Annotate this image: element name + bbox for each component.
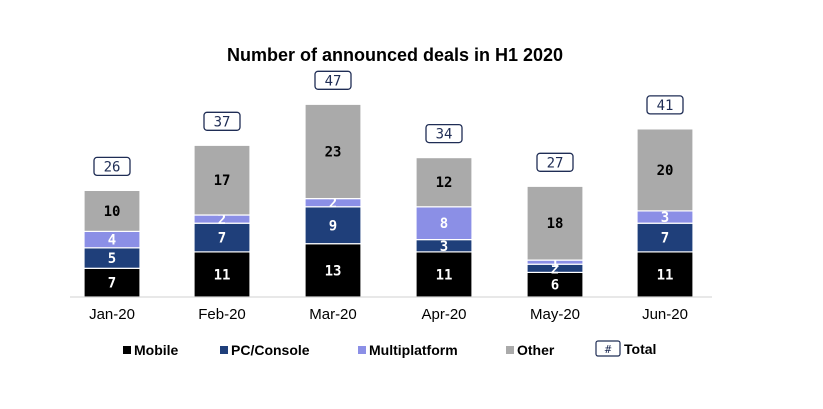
total-label-feb-20: 37 [214, 114, 231, 130]
bar-segment-mobile-feb-20 [193, 251, 251, 298]
legend-label-multiplatform: Multiplatform [369, 342, 458, 358]
bar-segment-mobile-jan-20 [83, 267, 141, 298]
total-label-apr-20: 34 [436, 127, 453, 143]
total-label-mar-20: 47 [325, 73, 342, 89]
data-label-mobile-mar-20: 13 [325, 263, 342, 279]
legend-label-mobile: Mobile [134, 342, 179, 358]
data-label-pc-console-apr-20: 3 [440, 239, 448, 255]
bar-segment-multiplatform-apr-20 [415, 206, 473, 241]
data-label-multiplatform-jun-20: 3 [661, 210, 669, 226]
data-label-other-feb-20: 17 [214, 173, 231, 189]
legend-swatch-mobile [123, 346, 131, 354]
total-label-may-20: 27 [547, 155, 564, 171]
total-box-mar-20 [314, 70, 352, 90]
legend-swatch-multiplatform [358, 346, 366, 354]
legend-total-box [595, 340, 621, 357]
data-label-other-jan-20: 10 [104, 204, 121, 220]
data-label-pc-console-may-20: 2 [551, 261, 559, 277]
data-label-multiplatform-may-20: 1 [551, 255, 559, 271]
data-label-pc-console-jun-20: 7 [661, 231, 669, 247]
total-box-jan-20 [93, 156, 131, 177]
total-label-jan-20: 26 [104, 159, 121, 175]
total-box-apr-20 [425, 123, 463, 144]
data-label-other-jun-20: 20 [657, 163, 674, 179]
data-label-other-may-20: 18 [547, 216, 564, 232]
bar-segment-other-jan-20 [83, 189, 141, 232]
data-label-other-mar-20: 23 [325, 144, 342, 160]
data-label-mobile-may-20: 6 [551, 278, 559, 294]
data-label-multiplatform-mar-20: 2 [329, 196, 337, 212]
total-labels: 26 37 47 34 27 41 [93, 70, 684, 177]
x-tick-label-apr-20: Apr-20 [421, 306, 466, 323]
data-label-multiplatform-apr-20: 8 [440, 216, 448, 232]
legend: Mobile PC/Console Multiplatform Other # Total [123, 340, 656, 358]
chart-title: Number of announced deals in H1 2020 [227, 45, 563, 65]
total-box-jun-20 [646, 95, 684, 115]
total-label-jun-20: 41 [657, 98, 674, 114]
legend-total-symbol: # [605, 343, 612, 356]
legend-label-total: Total [624, 341, 656, 357]
bar-segment-other-feb-20 [193, 144, 251, 216]
data-label-mobile-jan-20: 7 [108, 276, 116, 292]
x-tick-label-jun-20: Jun-20 [642, 306, 688, 323]
x-tick-label-mar-20: Mar-20 [309, 306, 357, 323]
data-label-mobile-apr-20: 11 [436, 267, 453, 283]
legend-label-other: Other [517, 342, 555, 358]
data-label-pc-console-jan-20: 5 [108, 251, 116, 267]
bar-segment-mobile-jun-20 [636, 251, 694, 298]
legend-label-pc-console: PC/Console [231, 342, 310, 358]
data-label-pc-console-feb-20: 7 [218, 231, 226, 247]
total-box-feb-20 [203, 111, 241, 131]
data-label-pc-console-mar-20: 9 [329, 218, 337, 234]
total-box-may-20 [536, 152, 574, 172]
bar-segment-other-mar-20 [304, 103, 362, 200]
legend-swatch-pc-console [220, 346, 228, 354]
x-tick-label-feb-20: Feb-20 [198, 306, 246, 323]
data-label-mobile-jun-20: 11 [657, 267, 674, 283]
bar-segment-pc-console-jun-20 [636, 222, 694, 253]
bar-segment-mobile-apr-20 [415, 251, 473, 298]
x-tick-label-jan-20: Jan-20 [89, 306, 135, 323]
x-tick-label-may-20: May-20 [530, 306, 580, 323]
data-label-other-apr-20: 12 [436, 175, 453, 191]
bar-segment-other-jun-20 [636, 128, 694, 212]
data-label-mobile-feb-20: 11 [214, 267, 231, 283]
bar-segment-other-may-20 [526, 185, 584, 261]
legend-swatch-other [506, 346, 514, 354]
data-label-multiplatform-jan-20: 4 [108, 233, 116, 249]
x-axis-tick-labels: Jan-20 Feb-20 Mar-20 Apr-20 May-20 Jun-20 [89, 306, 688, 323]
data-label-multiplatform-feb-20: 2 [218, 212, 226, 228]
bar-segment-other-apr-20 [415, 157, 473, 208]
